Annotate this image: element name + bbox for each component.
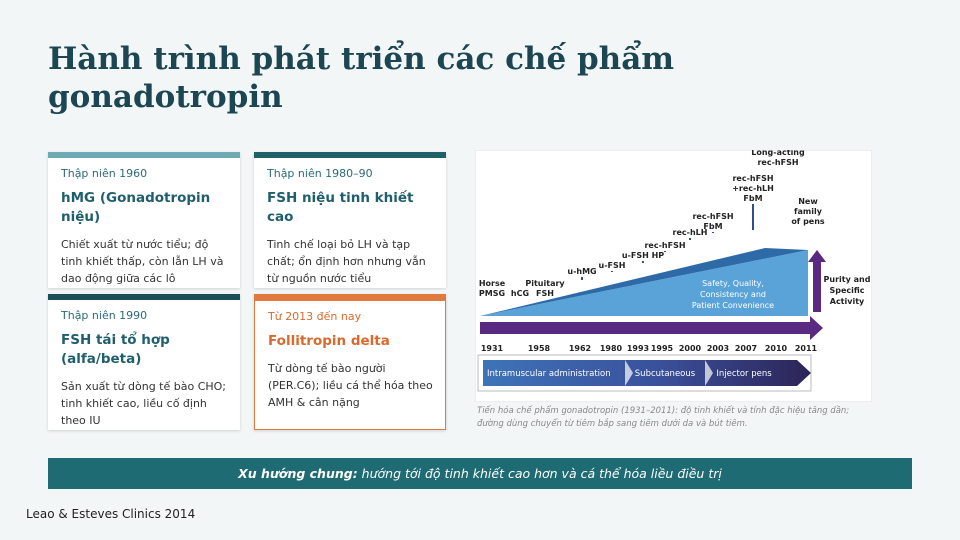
purity-arrow — [808, 250, 826, 312]
purity-label-line: Purity and — [824, 275, 871, 284]
source: Leao & Esteves Clinics 2014 — [26, 507, 196, 521]
card-body: Từ dòng tế bào người (PER.C6); liều cá t… — [268, 362, 433, 409]
product-label: New family of pens — [791, 197, 825, 226]
product-label-line: Pituitary — [525, 279, 565, 288]
year-label: 2011 — [795, 344, 818, 353]
product-label-line: of pens — [791, 217, 825, 226]
purity-label-line: Specific — [829, 286, 864, 295]
triangle-edge — [480, 248, 808, 316]
product-label-line: u-hMG — [567, 267, 596, 276]
product-label-line: u-FSH HP — [622, 251, 664, 260]
product-label: u-FSH HP — [622, 251, 664, 260]
product-label: rec-hLH — [673, 228, 708, 237]
route-arrow — [483, 360, 811, 386]
product-label: Pituitary FSH — [525, 279, 565, 298]
card: Thập niên 1960 hMG (Gonadotropin niệu) Chi… — [48, 152, 240, 288]
product-label-line: family — [794, 207, 823, 216]
product-label-line: Long-acting — [751, 150, 805, 157]
year-label: 2007 — [735, 344, 757, 353]
banner-text: hướng tới độ tinh khiết cao hơn và cá th… — [357, 466, 722, 481]
product-label-line: PMSG — [479, 289, 505, 298]
slide-title: Hành trình phát triển các chế phẩm gonad… — [48, 41, 675, 115]
product-label-line: rec-hFSH — [692, 212, 733, 221]
year-label: 2010 — [765, 344, 788, 353]
year-label: 1980 — [600, 344, 623, 353]
product-label-line: rec-hFSH — [732, 174, 773, 183]
triangle-text-line: Patient Convenience — [692, 301, 774, 310]
route-label: Injector pens — [716, 369, 772, 379]
triangle-text-line: Consistency and — [700, 290, 766, 299]
product-label: u-hMG — [567, 267, 596, 276]
year-label: 1958 — [528, 344, 551, 353]
card-bar — [48, 152, 240, 158]
card-bar — [255, 295, 445, 301]
card-heading: Follitropin delta — [268, 333, 390, 349]
triangle-text: Safety, Quality, Consistency and Patient C… — [692, 279, 774, 310]
product-label-line: New — [798, 197, 818, 206]
product-label-line: +rec-hLH — [732, 184, 774, 193]
purity-label-line: Activity — [830, 297, 865, 306]
year-label: 1995 — [651, 344, 674, 353]
card-bar — [254, 152, 446, 158]
purity-label: Purity and Specific Activity — [824, 275, 871, 306]
triangle-text-line: Safety, Quality, — [702, 279, 764, 288]
card-period: Thập niên 1990 — [61, 309, 148, 322]
product-label-line: rec-hFSH — [757, 158, 798, 167]
product-label: rec-hFSH — [644, 241, 685, 250]
route-divider — [625, 360, 633, 386]
card-period: Thập niên 1980–90 — [267, 167, 373, 180]
product-label: Horse PMSG — [479, 279, 506, 298]
time-arrow — [480, 316, 823, 340]
card-heading: FSH niệu tinh khiết cao — [267, 190, 414, 225]
card: Thập niên 1990 FSH tái tổ hợp (alfa/beta)… — [48, 294, 240, 430]
year-label: 1962 — [569, 344, 591, 353]
route-divider — [705, 360, 713, 386]
card: Thập niên 1980–90 FSH niệu tinh khiết cao… — [254, 152, 446, 288]
banner: Xu hướng chung: hướng tới độ tinh khiết … — [48, 458, 912, 489]
product-label-line: FbM — [743, 194, 762, 203]
route-label: Intramuscular administration — [487, 369, 611, 379]
product-label: rec-hFSH FbM — [692, 212, 733, 231]
route-label: Subcutaneous — [635, 369, 696, 379]
product-label-line: rec-hLH — [673, 228, 708, 237]
banner-bold: Xu hướng chung: — [238, 466, 358, 481]
figure-caption: Tiến hóa chế phẩm gonadotropin (1931–201… — [477, 406, 850, 429]
product-label: Long-acting rec-hFSH — [751, 150, 805, 167]
card-period: Thập niên 1960 — [61, 167, 148, 180]
product-label-line: FbM — [703, 222, 722, 231]
card-body: Tinh chế loại bỏ LH và tạp chất; ổn định… — [267, 238, 426, 285]
product-label: hCG — [511, 289, 529, 298]
product-label-line: Horse — [479, 279, 506, 288]
card: Từ 2013 đến nay Follitropin delta Từ dòng … — [254, 294, 446, 430]
product-label-line: FSH — [536, 289, 554, 298]
product-label-line: u-FSH — [599, 261, 626, 270]
card-heading: FSH tái tổ hợp (alfa/beta) — [61, 332, 170, 367]
product-label-line: hCG — [511, 289, 529, 298]
year-label: 1993 — [627, 344, 649, 353]
card-bar — [48, 294, 240, 300]
year-label: 1931 — [481, 344, 504, 353]
year-label: 2000 — [679, 344, 702, 353]
card-period: Từ 2013 đến nay — [268, 310, 362, 323]
product-label: rec-hFSH +rec-hLH FbM — [732, 174, 774, 203]
card-body: Sản xuất từ dòng tế bào CHO; tinh khiết … — [61, 380, 227, 427]
card-body: Chiết xuất từ nước tiểu; độ tinh khiết t… — [61, 238, 224, 285]
card-heading: hMG (Gonadotropin niệu) — [61, 190, 211, 225]
year-label: 2003 — [707, 344, 729, 353]
product-label-line: rec-hFSH — [644, 241, 685, 250]
product-label: u-FSH — [599, 261, 626, 270]
